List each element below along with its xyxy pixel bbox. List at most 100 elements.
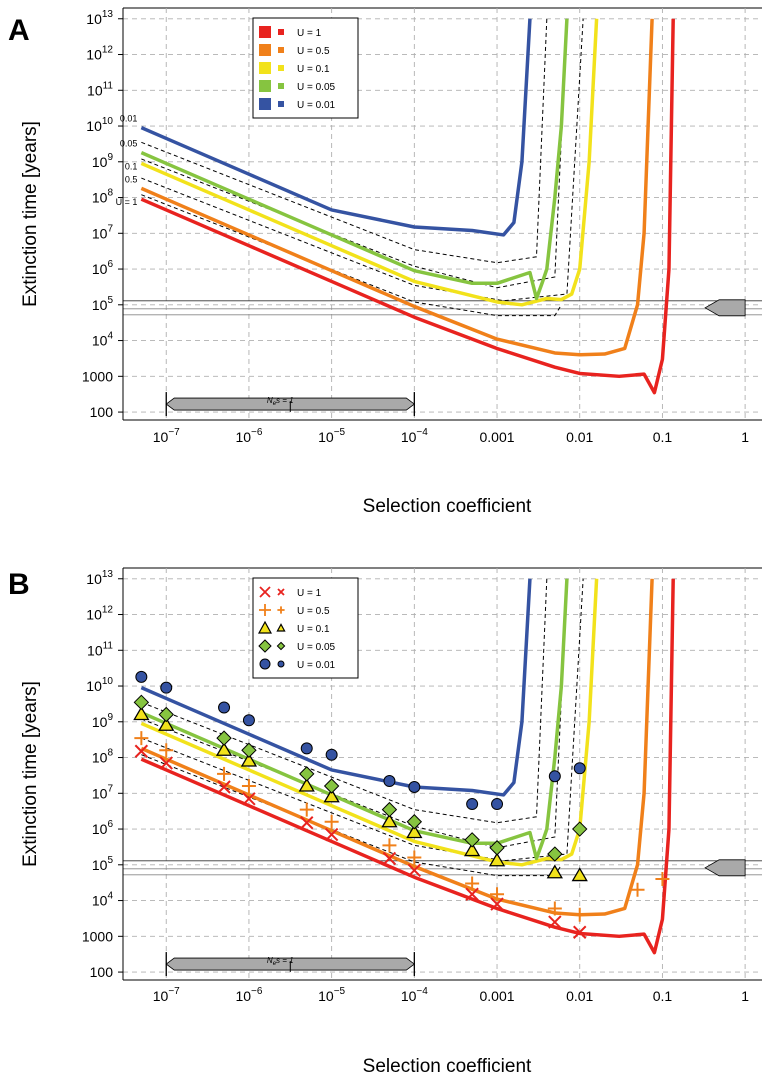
legend-label: U = 0.5 — [297, 606, 330, 617]
legend-box — [252, 577, 359, 679]
legend-marker — [276, 623, 286, 632]
data-point-diamond — [299, 766, 315, 782]
data-point-diamond — [216, 730, 232, 746]
legend-marker — [259, 658, 271, 670]
y-tick-label: 1000 — [82, 368, 113, 384]
data-point-plus — [382, 838, 397, 853]
y-tick-label: 105 — [92, 855, 114, 873]
range-pointer — [704, 299, 746, 317]
data-point-circle — [548, 770, 561, 783]
data-point-x — [573, 925, 587, 939]
data-point-x — [217, 780, 231, 794]
x-tick-label: 0.001 — [480, 988, 515, 1004]
data-point-triangle — [133, 706, 150, 721]
data-point-triangle — [546, 864, 563, 879]
data-point-diamond — [464, 832, 480, 848]
data-point-plus — [407, 850, 422, 865]
legend-label: U = 0.05 — [297, 82, 336, 93]
data-point-plus — [241, 778, 256, 793]
curve-label: 0.5 — [125, 174, 138, 184]
y-tick-label: 100 — [90, 964, 114, 980]
legend-marker — [277, 606, 285, 614]
data-point-plus — [655, 872, 670, 887]
data-point-diamond — [547, 846, 563, 862]
y-tick-label: 1000 — [82, 928, 113, 944]
legend-marker — [257, 620, 273, 634]
data-point-plus — [572, 907, 587, 922]
legend-swatch — [259, 98, 271, 110]
y-tick-label: 107 — [92, 783, 114, 801]
data-point-circle — [218, 701, 231, 714]
legend-label: U = 0.01 — [297, 660, 336, 671]
y-tick-label: 1013 — [86, 569, 113, 587]
y-tick-label: 105 — [92, 295, 114, 313]
data-point-x — [407, 863, 422, 878]
x-tick-label: 1 — [741, 988, 749, 1004]
y-tick-label: 107 — [92, 223, 114, 241]
x-tick-label: 10−5 — [318, 427, 345, 445]
legend-label: U = 0.5 — [297, 46, 330, 57]
y-tick-label: 104 — [92, 891, 114, 909]
data-point-diamond — [158, 706, 174, 723]
legend-swatch — [259, 62, 271, 74]
data-point-diamond — [406, 814, 423, 830]
data-point-circle — [242, 714, 255, 727]
series-line — [140, 18, 675, 395]
curve-label: U = 1 — [116, 197, 138, 207]
panel-letter: A — [8, 14, 30, 47]
series-line — [140, 18, 599, 307]
legend-swatch-small — [278, 47, 284, 53]
data-point-triangle — [381, 813, 398, 828]
y-tick-label: 109 — [92, 712, 114, 730]
series-line — [140, 578, 569, 861]
y-tick-label: 104 — [92, 331, 114, 349]
data-point-triangle — [298, 777, 315, 792]
series-line — [140, 18, 569, 301]
data-point-circle — [160, 681, 173, 694]
x-tick-label: 10−7 — [153, 427, 180, 445]
series-line — [140, 18, 532, 237]
legend-label: U = 1 — [297, 588, 322, 599]
data-point-circle — [491, 798, 504, 811]
y-tick-label: 1011 — [87, 80, 113, 98]
data-point-plus — [465, 876, 480, 891]
data-point-plus — [134, 731, 149, 746]
x-tick-label: 10−6 — [235, 986, 262, 1004]
data-point-x — [159, 756, 173, 770]
legend-swatch-small — [278, 65, 284, 71]
series-line — [140, 578, 675, 955]
y-tick-label: 109 — [92, 152, 114, 170]
data-point-triangle — [323, 788, 340, 803]
data-point-x — [300, 816, 314, 830]
data-point-triangle — [158, 716, 175, 731]
legend-marker — [259, 604, 271, 616]
data-point-plus — [299, 802, 314, 817]
range-pointer — [704, 859, 746, 877]
data-point-diamond — [381, 801, 398, 818]
curve-label: 0.05 — [120, 139, 138, 149]
legend-swatch — [259, 26, 271, 38]
data-point-triangle — [215, 741, 233, 756]
y-tick-label: 106 — [92, 819, 114, 837]
data-point-plus — [217, 766, 232, 781]
panel-A: A 10−7 10−6 10−5 10−4 0.001 0.01 0.1 1 100 1000 104… — [8, 7, 762, 517]
x-axis-label: Selection coefficient — [363, 1056, 532, 1077]
legend-marker — [277, 660, 285, 668]
x-tick-label: 10−4 — [401, 427, 428, 445]
curve-label: 0.01 — [120, 114, 138, 124]
dashed-bound-line — [141, 18, 568, 289]
y-tick-label: 106 — [92, 259, 114, 277]
legend-swatch-small — [278, 83, 284, 89]
y-tick-label: 108 — [92, 748, 114, 766]
data-point-plus — [159, 743, 174, 758]
data-point-x — [134, 744, 149, 758]
legend-label: U = 0.1 — [297, 64, 330, 75]
data-point-x — [490, 897, 504, 911]
data-point-diamond — [572, 821, 588, 837]
x-tick-label: 0.1 — [653, 988, 673, 1004]
legend-marker — [276, 641, 286, 651]
data-point-triangle — [464, 842, 481, 857]
legend-swatch-small — [278, 101, 284, 107]
data-point-circle — [300, 742, 313, 755]
legend-swatch — [259, 44, 271, 56]
